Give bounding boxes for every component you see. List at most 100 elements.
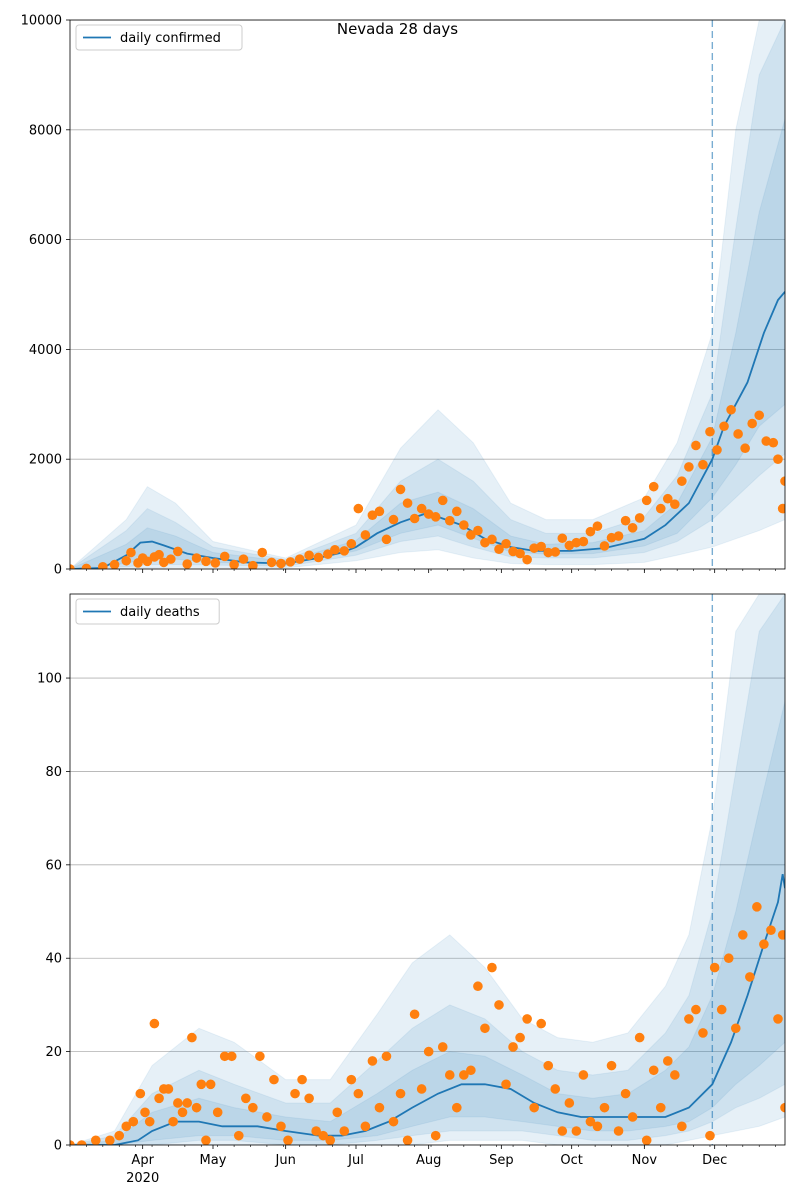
data-point [684,462,694,472]
data-point [641,1135,652,1145]
y-tick-label: 40 [45,952,62,967]
data-point [374,506,385,517]
data-point [205,1079,216,1090]
data-point [730,1023,741,1034]
data-point [777,503,785,514]
data-point [585,1116,596,1127]
data-point [655,1102,666,1113]
data-point [166,554,176,564]
y-tick-label: 10000 [21,14,62,29]
data-point [480,1023,490,1034]
data-point [430,512,441,522]
plot-area [70,20,785,569]
data-point [733,429,743,439]
data-point [402,1135,413,1145]
data-point [444,515,455,526]
y-tick-label: 0 [54,563,62,578]
x-tick-label: Nov [632,1153,658,1168]
data-point [634,513,645,523]
axes-frame [69,19,786,570]
data-point [360,1121,371,1132]
data-point [269,1074,279,1085]
data-point [276,558,286,569]
data-point [691,1004,701,1015]
data-point [135,1088,146,1099]
data-point [346,538,357,549]
data-point [297,1074,307,1085]
data-point [374,1102,385,1113]
data-point [388,1116,399,1127]
data-point [219,1051,230,1062]
data-point [395,1088,406,1099]
band-middle [70,20,785,569]
data-point [745,972,755,982]
data-point [294,554,305,564]
data-point [70,564,75,569]
data-point [201,1135,211,1145]
data-point [360,530,371,540]
data-point [276,1121,286,1132]
data-point [613,531,624,541]
band-inner [70,701,785,1145]
data-point [304,1093,314,1104]
data-point [473,525,483,536]
data-point [323,549,333,559]
data-point [219,551,230,562]
data-point [564,1098,575,1108]
data-point [248,1102,258,1113]
legend: daily deaths [75,598,220,625]
data-point [634,1032,645,1043]
data-point [740,443,750,454]
data-point [768,437,779,448]
data-point [142,556,153,567]
panel-1: 0 2000 4000 6000 8000 10000 daily confirmed [21,14,786,578]
data-point [109,559,120,569]
data-point [627,1112,638,1122]
data-point [191,553,202,563]
data-point [515,1032,525,1043]
data-point [522,554,532,565]
data-point [641,495,652,506]
x-tick-label: Jul [347,1153,364,1168]
data-point [752,902,762,912]
y-tick-label: 2000 [29,453,62,468]
data-point [452,506,462,517]
data-point [154,1093,164,1104]
y-tick-label: 8000 [29,123,62,138]
plot-area [70,594,785,1145]
data-point [163,1084,174,1094]
data-point [501,1079,511,1090]
data-point [712,445,722,455]
data-point [402,498,413,508]
data-point [128,1116,139,1127]
data-point [691,440,701,451]
data-point [126,547,136,558]
data-point [684,1014,694,1024]
data-point [599,1102,610,1113]
data-point [257,547,268,558]
data-point [698,1028,708,1038]
data-point [466,530,476,540]
x-tick-label: Apr [131,1153,154,1168]
y-tick-label: 0 [54,1139,62,1154]
data-point [304,550,314,561]
data-point [578,536,589,547]
data-point [201,556,211,567]
data-point [330,544,340,555]
data-point [339,1126,350,1136]
data-point [90,1135,101,1145]
data-point [705,426,715,437]
data-point [648,1065,659,1076]
band-outer [70,20,785,569]
data-point [773,1014,783,1024]
y-tick-label: 20 [45,1045,62,1060]
data-point [154,549,164,560]
data-point [592,521,603,531]
data-point [536,541,546,552]
data-point [229,559,239,569]
data-point [76,1140,87,1145]
data-point [283,1135,293,1145]
data-point [662,493,673,504]
y-tick-label: 4000 [29,343,62,358]
